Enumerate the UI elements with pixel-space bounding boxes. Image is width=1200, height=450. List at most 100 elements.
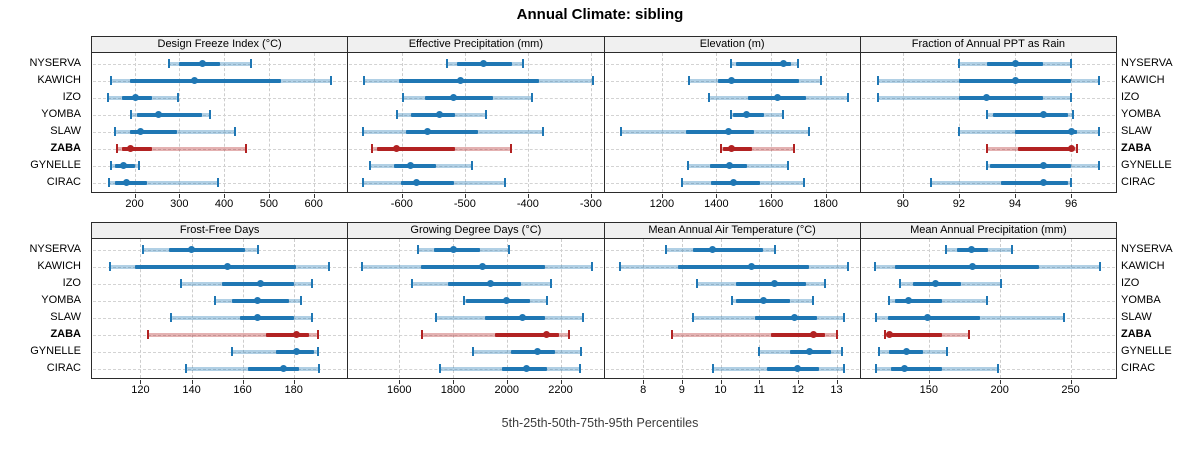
whisker-cap bbox=[256, 245, 259, 254]
x-tick-label: 150 bbox=[919, 384, 938, 396]
whisker-cap bbox=[967, 330, 970, 339]
percentile-band-5-95 bbox=[232, 349, 318, 354]
row-guideline bbox=[861, 283, 1115, 285]
median-dot bbox=[393, 145, 401, 152]
whisker-cap bbox=[807, 127, 810, 136]
whisker-cap bbox=[888, 296, 891, 305]
row-guideline bbox=[349, 165, 603, 167]
x-tick bbox=[771, 194, 773, 198]
whisker-cap bbox=[787, 161, 790, 170]
iqr-bar-25-75 bbox=[122, 146, 152, 151]
x-gridline bbox=[134, 53, 136, 192]
whisker-cap bbox=[899, 279, 902, 288]
percentile-band-5-95 bbox=[422, 332, 569, 337]
whisker-cap bbox=[410, 279, 413, 288]
whisker-cap bbox=[835, 330, 838, 339]
whisker-cap bbox=[362, 178, 365, 187]
whisker-cap bbox=[729, 110, 732, 119]
plot-area bbox=[861, 53, 1116, 192]
row-guideline bbox=[605, 283, 859, 285]
whisker-cap bbox=[592, 76, 595, 85]
whisker-cap bbox=[665, 245, 668, 254]
median-dot bbox=[136, 128, 144, 135]
x-gridline bbox=[1071, 53, 1073, 192]
whisker-cap bbox=[1070, 93, 1073, 102]
site-label-left: SLAW bbox=[50, 310, 81, 323]
median-dot bbox=[983, 94, 991, 101]
whisker-cap bbox=[550, 279, 553, 288]
median-dot bbox=[131, 94, 139, 101]
whisker-cap bbox=[997, 364, 1000, 373]
whisker-cap bbox=[541, 127, 544, 136]
strip-title: Mean Annual Air Temperature (°C) bbox=[604, 223, 860, 239]
median-dot bbox=[809, 331, 817, 338]
x-tick bbox=[268, 194, 270, 198]
x-tick-label: 1400 bbox=[704, 198, 729, 210]
whisker-cap bbox=[421, 330, 424, 339]
whisker-cap bbox=[711, 364, 714, 373]
whisker-cap bbox=[471, 347, 474, 356]
x-tick-label: -500 bbox=[453, 198, 476, 210]
site-label-right: NYSERVA bbox=[1121, 242, 1173, 255]
x-tick bbox=[140, 380, 142, 384]
whisker-cap bbox=[116, 144, 119, 153]
whisker-cap bbox=[773, 245, 776, 254]
row-guideline bbox=[93, 114, 347, 116]
iqr-bar-25-75 bbox=[1015, 129, 1077, 134]
median-dot bbox=[923, 314, 931, 321]
iqr-bar-25-75 bbox=[1017, 146, 1074, 151]
whisker-cap bbox=[310, 279, 313, 288]
iqr-bar-25-75 bbox=[130, 129, 177, 134]
median-dot bbox=[805, 348, 813, 355]
whisker-cap bbox=[1075, 144, 1078, 153]
median-dot bbox=[742, 111, 750, 118]
row-guideline bbox=[861, 351, 1115, 353]
site-label-right: ZABA bbox=[1121, 327, 1152, 340]
chart-title: Annual Climate: sibling bbox=[516, 6, 684, 23]
x-tick-label: 96 bbox=[1064, 198, 1078, 210]
row-guideline bbox=[861, 165, 1115, 167]
whisker-cap bbox=[957, 127, 960, 136]
x-axis: 150 200 250 bbox=[861, 380, 1116, 398]
whisker-cap bbox=[819, 76, 822, 85]
whisker-cap bbox=[435, 313, 438, 322]
row-guideline bbox=[349, 148, 603, 150]
percentile-band-5-95 bbox=[672, 332, 837, 337]
x-gridline bbox=[560, 239, 562, 378]
iqr-bar-25-75 bbox=[130, 78, 282, 83]
iqr-bar-25-75 bbox=[485, 315, 545, 320]
median-dot bbox=[436, 111, 444, 118]
median-dot bbox=[901, 365, 909, 372]
x-tick-label: 300 bbox=[170, 198, 189, 210]
whisker-cap bbox=[797, 59, 800, 68]
whisker-cap bbox=[1070, 178, 1073, 187]
median-dot bbox=[728, 77, 736, 84]
panel-fraction-of-annual-ppt-as-rain: Fraction of Annual PPT as Rain 90 92 94 96 bbox=[859, 37, 1116, 210]
x-axis: 8 9 10 11 12 13 bbox=[605, 380, 860, 398]
median-dot bbox=[1039, 162, 1047, 169]
x-tick bbox=[453, 380, 455, 384]
site-labels-right: NYSERVA KAWICH IZO YOMBA SLAW ZABA GYNELLE CIRA… bbox=[1121, 52, 1200, 191]
x-tick-label: 13 bbox=[830, 384, 843, 396]
whisker-cap bbox=[316, 347, 319, 356]
x-tick-label: 200 bbox=[990, 384, 1009, 396]
x-tick bbox=[759, 380, 761, 384]
whisker-cap bbox=[843, 313, 846, 322]
site-label-right: SLAW bbox=[1121, 124, 1152, 137]
median-dot bbox=[885, 331, 893, 338]
x-tick bbox=[720, 380, 722, 384]
site-label-right: GYNELLE bbox=[1121, 344, 1172, 357]
whisker-cap bbox=[531, 93, 534, 102]
panel-group: Design Freeze Index (°C) 200 300 400 500 600 E… bbox=[91, 36, 1117, 210]
x-tick-label: 180 bbox=[284, 384, 303, 396]
iqr-bar-25-75 bbox=[677, 264, 810, 269]
plot-area bbox=[348, 239, 603, 378]
site-labels-left: NYSERVA KAWICH IZO YOMBA SLAW ZABA GYNELLE CIRA… bbox=[0, 52, 86, 191]
iqr-bar-25-75 bbox=[376, 146, 456, 151]
row-guideline bbox=[861, 334, 1115, 336]
whisker-cap bbox=[330, 76, 333, 85]
whisker-cap bbox=[402, 93, 405, 102]
strip-title: Elevation (m) bbox=[604, 37, 860, 53]
median-dot bbox=[519, 314, 527, 321]
whisker-cap bbox=[843, 364, 846, 373]
